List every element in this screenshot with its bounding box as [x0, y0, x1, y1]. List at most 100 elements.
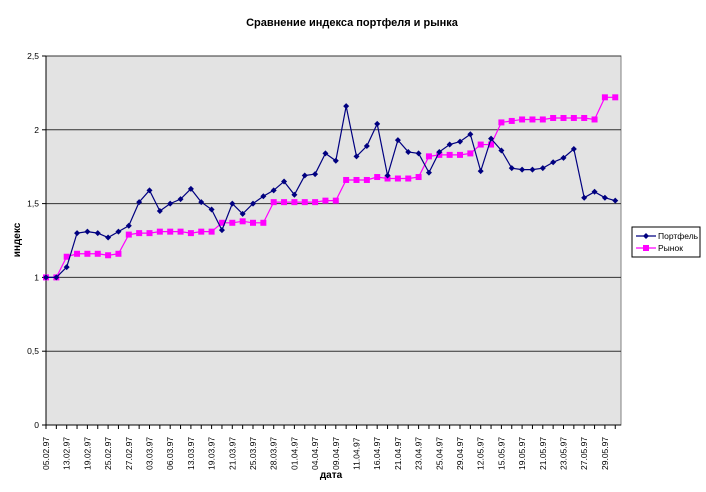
data-point: [281, 178, 288, 185]
data-point: [177, 196, 184, 203]
data-point: [125, 231, 132, 238]
x-tick-label: 27.02.97: [124, 437, 134, 470]
x-tick-label: 16.04.97: [372, 437, 382, 470]
data-point: [477, 141, 484, 148]
data-point: [270, 199, 277, 206]
data-point: [570, 145, 577, 152]
data-point: [156, 228, 163, 235]
data-point: [146, 187, 153, 194]
x-tick-label: 12.05.97: [476, 437, 486, 470]
data-point: [384, 172, 391, 179]
data-point: [156, 207, 163, 214]
data-point: [519, 166, 526, 173]
data-point: [43, 274, 49, 281]
legend-label-portfolio: Портфель: [658, 231, 699, 241]
y-tick-label: 0,5: [27, 346, 39, 356]
data-point: [539, 165, 546, 172]
data-point: [301, 172, 308, 179]
x-tick-label: 04.04.97: [310, 437, 320, 470]
data-point: [322, 150, 329, 157]
data-point: [281, 199, 288, 206]
data-point: [94, 250, 101, 257]
data-point: [74, 230, 81, 237]
legend-marker-portfolio: [643, 233, 649, 239]
data-point: [312, 171, 319, 178]
data-point: [115, 250, 122, 257]
data-point: [187, 185, 194, 192]
data-point: [239, 218, 246, 225]
x-tick-label: 23.04.97: [414, 437, 424, 470]
data-point: [446, 151, 453, 158]
data-point: [198, 199, 205, 206]
data-point: [436, 148, 443, 155]
data-point: [405, 175, 412, 182]
x-tick-label: 01.04.97: [289, 437, 299, 470]
data-point: [105, 234, 112, 241]
x-tick-label: 27.05.97: [579, 437, 589, 470]
data-point: [498, 119, 505, 126]
data-point: [591, 188, 598, 195]
x-tick-label: 29.05.97: [600, 437, 610, 470]
data-point: [250, 200, 256, 207]
data-point: [229, 219, 236, 226]
data-point: [167, 200, 174, 207]
data-point: [467, 131, 474, 138]
data-point: [488, 135, 495, 142]
data-point: [612, 94, 619, 101]
data-point: [84, 228, 91, 235]
data-point: [208, 228, 215, 235]
data-point: [477, 168, 484, 175]
data-point: [601, 194, 608, 201]
data-point: [239, 210, 246, 217]
x-tick-label: 21.03.97: [227, 437, 237, 470]
data-point: [84, 250, 91, 257]
y-axis-label: индекс: [12, 222, 23, 257]
x-tick-label: 25.04.97: [434, 437, 444, 470]
data-point: [218, 219, 225, 226]
x-tick-label: 21.05.97: [538, 437, 548, 470]
data-point: [146, 230, 153, 237]
data-point: [125, 222, 132, 229]
data-point: [260, 219, 267, 226]
x-tick-label: 09.04.97: [331, 437, 341, 470]
data-point: [467, 150, 474, 157]
data-point: [291, 191, 298, 198]
data-point: [343, 176, 350, 183]
legend: Портфель Рынок: [631, 226, 701, 258]
data-point: [415, 150, 422, 157]
x-tick-label: 06.03.97: [165, 437, 175, 470]
data-point: [394, 175, 401, 182]
data-point: [363, 176, 370, 183]
x-tick-label: 23.05.97: [559, 437, 569, 470]
data-point: [208, 206, 215, 213]
x-tick-label: 28.03.97: [269, 437, 279, 470]
data-point: [581, 194, 588, 201]
data-point: [343, 103, 350, 110]
data-point: [374, 174, 381, 181]
data-point: [446, 141, 453, 148]
x-tick-label: 19.02.97: [82, 437, 92, 470]
data-point: [332, 157, 339, 164]
data-point: [591, 116, 598, 123]
y-tick-label: 1,5: [27, 199, 39, 209]
data-point: [508, 117, 515, 124]
data-point: [560, 114, 567, 121]
x-tick-label: 15.05.97: [496, 437, 506, 470]
data-point: [405, 148, 412, 155]
data-point: [332, 197, 339, 204]
x-tick-label: 11.04.97: [352, 437, 362, 470]
data-point: [270, 187, 277, 194]
data-point: [560, 154, 567, 161]
plot-area: [45, 55, 622, 426]
data-point: [291, 199, 298, 206]
data-point: [94, 230, 101, 237]
x-tick-label: 19.05.97: [517, 437, 527, 470]
data-point: [353, 153, 360, 160]
x-tick-label: 05.02.97: [41, 437, 51, 470]
data-point: [198, 228, 205, 235]
data-point: [218, 227, 225, 234]
y-tick-label: 2,5: [27, 51, 39, 61]
data-point: [550, 114, 557, 121]
x-tick-label: 25.02.97: [103, 437, 113, 470]
